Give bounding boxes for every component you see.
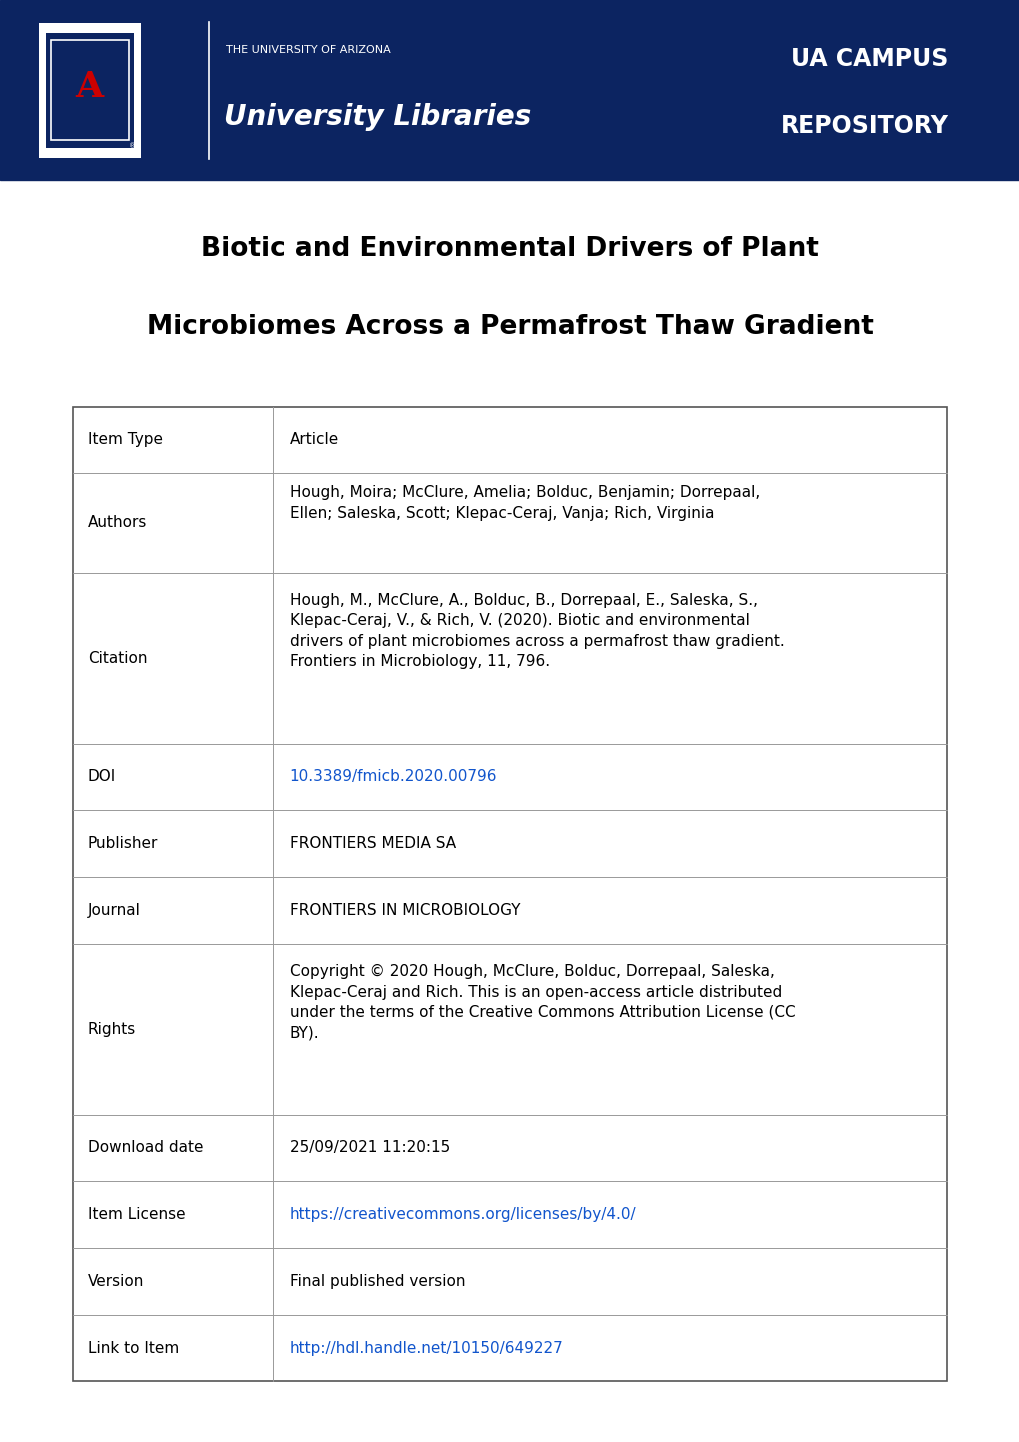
- Bar: [73, 407, 946, 1381]
- Text: Item Type: Item Type: [88, 433, 163, 447]
- Text: Item License: Item License: [88, 1207, 185, 1223]
- Text: ®: ®: [128, 143, 136, 149]
- Text: Hough, M., McClure, A., Bolduc, B., Dorrepaal, E., Saleska, S.,
Klepac-Ceraj, V.: Hough, M., McClure, A., Bolduc, B., Dorr…: [289, 593, 784, 669]
- Text: DOI: DOI: [88, 770, 116, 784]
- Text: Final published version: Final published version: [289, 1273, 465, 1289]
- FancyBboxPatch shape: [39, 23, 141, 157]
- Text: Microbiomes Across a Permafrost Thaw Gradient: Microbiomes Across a Permafrost Thaw Gra…: [147, 314, 872, 340]
- Text: Hough, Moira; McClure, Amelia; Bolduc, Benjamin; Dorrepaal,
Ellen; Saleska, Scot: Hough, Moira; McClure, Amelia; Bolduc, B…: [289, 486, 759, 521]
- Text: Citation: Citation: [88, 650, 147, 666]
- Text: FRONTIERS MEDIA SA: FRONTIERS MEDIA SA: [289, 836, 455, 851]
- Text: Biotic and Environmental Drivers of Plant: Biotic and Environmental Drivers of Plan…: [201, 236, 818, 262]
- Text: THE UNIVERSITY OF ARIZONA: THE UNIVERSITY OF ARIZONA: [226, 46, 391, 55]
- Text: Copyright © 2020 Hough, McClure, Bolduc, Dorrepaal, Saleska,
Klepac-Ceraj and Ri: Copyright © 2020 Hough, McClure, Bolduc,…: [289, 965, 795, 1040]
- Text: Journal: Journal: [88, 903, 141, 917]
- Bar: [0, 0, 1019, 180]
- Text: http://hdl.handle.net/10150/649227: http://hdl.handle.net/10150/649227: [289, 1341, 562, 1355]
- Text: FRONTIERS IN MICROBIOLOGY: FRONTIERS IN MICROBIOLOGY: [289, 903, 520, 917]
- Text: Link to Item: Link to Item: [88, 1341, 178, 1355]
- Text: REPOSITORY: REPOSITORY: [780, 114, 948, 138]
- Text: Publisher: Publisher: [88, 836, 158, 851]
- Text: Rights: Rights: [88, 1021, 136, 1037]
- Text: Download date: Download date: [88, 1141, 203, 1155]
- Text: UA CAMPUS: UA CAMPUS: [791, 48, 948, 72]
- Text: Article: Article: [289, 433, 338, 447]
- Text: Authors: Authors: [88, 515, 147, 531]
- Text: Version: Version: [88, 1273, 144, 1289]
- Text: University Libraries: University Libraries: [224, 104, 531, 131]
- Text: 10.3389/fmicb.2020.00796: 10.3389/fmicb.2020.00796: [289, 770, 496, 784]
- Text: A: A: [75, 71, 104, 104]
- FancyBboxPatch shape: [46, 33, 133, 147]
- Text: 25/09/2021 11:20:15: 25/09/2021 11:20:15: [289, 1141, 449, 1155]
- Text: https://creativecommons.org/licenses/by/4.0/: https://creativecommons.org/licenses/by/…: [289, 1207, 636, 1223]
